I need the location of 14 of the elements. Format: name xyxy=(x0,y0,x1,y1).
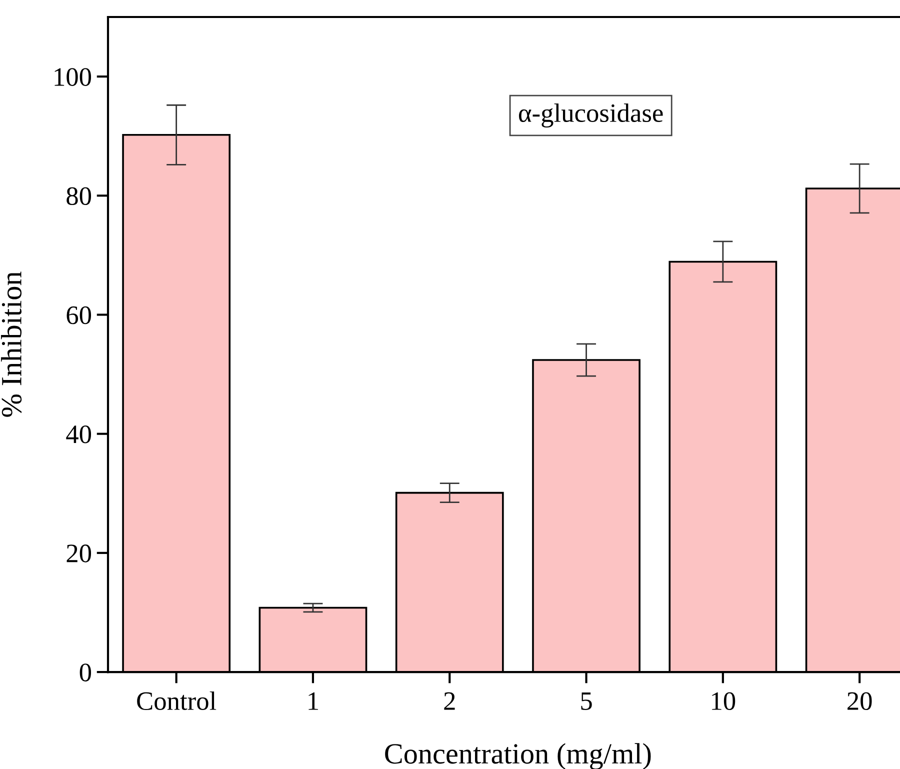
y-tick-label: 100 xyxy=(54,68,92,86)
x-tick-label: 2 xyxy=(444,692,455,710)
y-tick-label: 80 xyxy=(66,187,92,206)
y-tick-label: 60 xyxy=(66,306,92,324)
x-tick-label: 10 xyxy=(712,692,736,710)
y-axis-title: % Inhibition xyxy=(0,272,22,417)
y-tick-label: 0 xyxy=(80,664,92,682)
annotation: α-glucosidase xyxy=(518,103,663,128)
y-tick-label: 40 xyxy=(66,425,92,444)
y-tick-label: 20 xyxy=(66,544,92,562)
x-tick-label: 5 xyxy=(581,692,592,710)
x-tick-label: 20 xyxy=(848,692,872,710)
x-tick-label: Control xyxy=(137,691,216,710)
x-tick-label: 1 xyxy=(308,692,318,710)
